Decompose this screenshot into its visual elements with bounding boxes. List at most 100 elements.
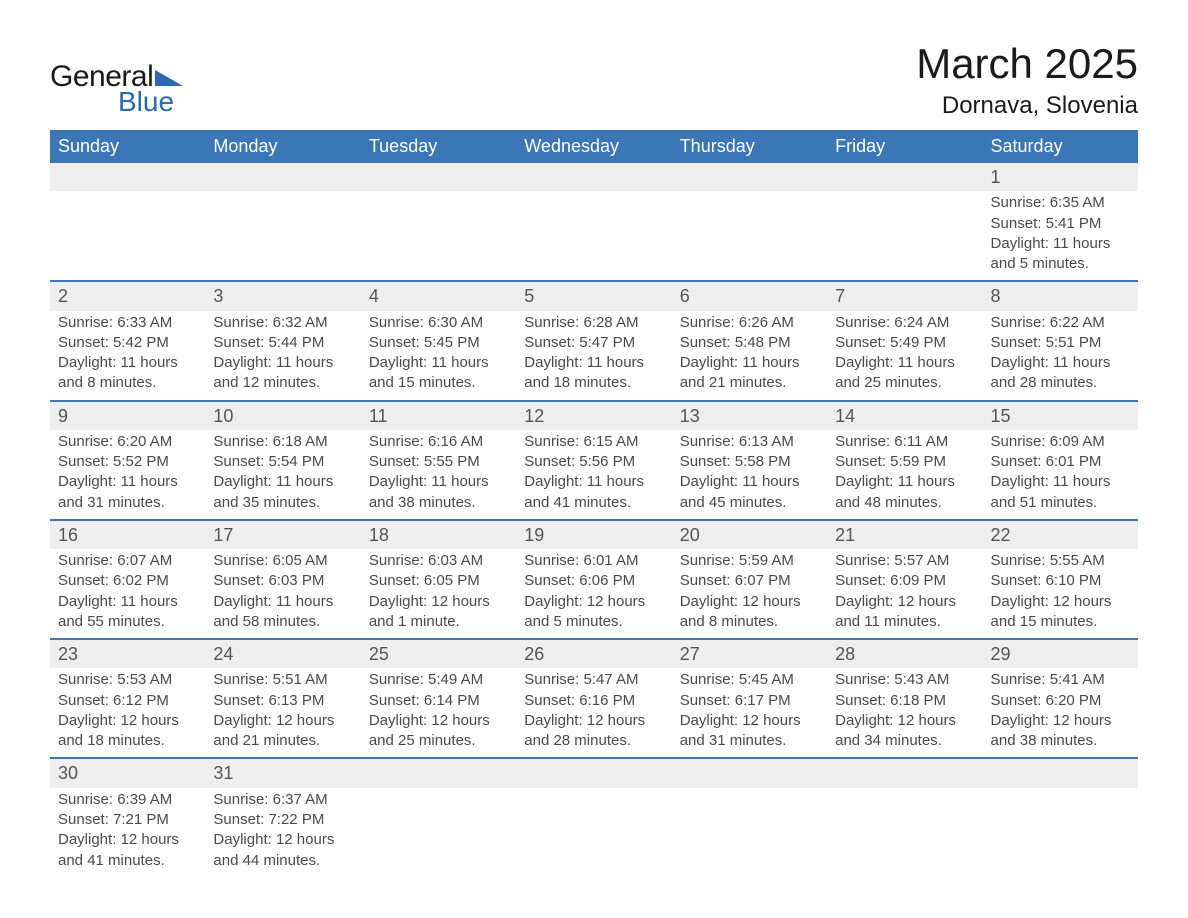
detail-row: Sunrise: 6:35 AMSunset: 5:41 PMDaylight:… — [50, 191, 1138, 281]
day-detail-cell: Sunrise: 6:24 AMSunset: 5:49 PMDaylight:… — [827, 311, 982, 401]
day-detail-cell: Sunrise: 6:33 AMSunset: 5:42 PMDaylight:… — [50, 311, 205, 401]
day-detail-cell — [361, 191, 516, 281]
daynum-row: 23242526272829 — [50, 639, 1138, 668]
day-number-cell — [516, 163, 671, 191]
day-detail-cell: Sunrise: 6:37 AMSunset: 7:22 PMDaylight:… — [205, 788, 360, 877]
day-detail-cell — [983, 788, 1138, 877]
day-detail-cell — [827, 788, 982, 877]
day-detail-cell — [516, 788, 671, 877]
daynum-row: 9101112131415 — [50, 401, 1138, 430]
day-detail-cell: Sunrise: 6:01 AMSunset: 6:06 PMDaylight:… — [516, 549, 671, 639]
day-number-cell — [361, 163, 516, 191]
day-number-cell: 20 — [672, 520, 827, 549]
day-number-cell: 27 — [672, 639, 827, 668]
day-detail-cell — [361, 788, 516, 877]
day-detail-cell: Sunrise: 6:28 AMSunset: 5:47 PMDaylight:… — [516, 311, 671, 401]
day-number-cell: 18 — [361, 520, 516, 549]
day-number-cell: 25 — [361, 639, 516, 668]
detail-row: Sunrise: 6:33 AMSunset: 5:42 PMDaylight:… — [50, 311, 1138, 401]
day-detail-cell: Sunrise: 6:16 AMSunset: 5:55 PMDaylight:… — [361, 430, 516, 520]
day-number-cell: 21 — [827, 520, 982, 549]
day-number-cell — [516, 758, 671, 787]
day-detail-cell: Sunrise: 5:59 AMSunset: 6:07 PMDaylight:… — [672, 549, 827, 639]
day-number-cell: 4 — [361, 281, 516, 310]
day-number-cell: 29 — [983, 639, 1138, 668]
day-detail-cell: Sunrise: 6:20 AMSunset: 5:52 PMDaylight:… — [50, 430, 205, 520]
day-number-cell — [50, 163, 205, 191]
day-detail-cell: Sunrise: 5:53 AMSunset: 6:12 PMDaylight:… — [50, 668, 205, 758]
title-block: March 2025 Dornava, Slovenia — [916, 40, 1138, 120]
day-detail-cell: Sunrise: 5:51 AMSunset: 6:13 PMDaylight:… — [205, 668, 360, 758]
day-detail-cell: Sunrise: 6:18 AMSunset: 5:54 PMDaylight:… — [205, 430, 360, 520]
day-number-cell: 14 — [827, 401, 982, 430]
daynum-row: 2345678 — [50, 281, 1138, 310]
day-detail-cell: Sunrise: 6:13 AMSunset: 5:58 PMDaylight:… — [672, 430, 827, 520]
logo-triangle-icon — [155, 70, 183, 86]
day-number-cell: 11 — [361, 401, 516, 430]
logo: General Blue — [50, 60, 183, 118]
day-number-cell: 31 — [205, 758, 360, 787]
day-detail-cell: Sunrise: 5:57 AMSunset: 6:09 PMDaylight:… — [827, 549, 982, 639]
day-detail-cell: Sunrise: 5:47 AMSunset: 6:16 PMDaylight:… — [516, 668, 671, 758]
day-detail-cell: Sunrise: 6:05 AMSunset: 6:03 PMDaylight:… — [205, 549, 360, 639]
day-detail-cell: Sunrise: 5:43 AMSunset: 6:18 PMDaylight:… — [827, 668, 982, 758]
calendar-body: 1Sunrise: 6:35 AMSunset: 5:41 PMDaylight… — [50, 163, 1138, 877]
day-detail-cell — [50, 191, 205, 281]
day-number-cell: 22 — [983, 520, 1138, 549]
daynum-row: 16171819202122 — [50, 520, 1138, 549]
weekday-header: Friday — [827, 130, 982, 163]
day-detail-cell: Sunrise: 5:55 AMSunset: 6:10 PMDaylight:… — [983, 549, 1138, 639]
weekday-header: Saturday — [983, 130, 1138, 163]
weekday-header: Monday — [205, 130, 360, 163]
daynum-row: 3031 — [50, 758, 1138, 787]
day-number-cell: 28 — [827, 639, 982, 668]
day-number-cell — [672, 758, 827, 787]
day-number-cell: 26 — [516, 639, 671, 668]
day-detail-cell: Sunrise: 6:07 AMSunset: 6:02 PMDaylight:… — [50, 549, 205, 639]
day-number-cell: 16 — [50, 520, 205, 549]
day-number-cell — [205, 163, 360, 191]
day-number-cell: 15 — [983, 401, 1138, 430]
day-detail-cell: Sunrise: 6:39 AMSunset: 7:21 PMDaylight:… — [50, 788, 205, 877]
day-number-cell: 6 — [672, 281, 827, 310]
day-detail-cell — [205, 191, 360, 281]
daynum-row: 1 — [50, 163, 1138, 191]
header: General Blue March 2025 Dornava, Sloveni… — [50, 40, 1138, 120]
day-number-cell: 12 — [516, 401, 671, 430]
weekday-header: Wednesday — [516, 130, 671, 163]
detail-row: Sunrise: 6:07 AMSunset: 6:02 PMDaylight:… — [50, 549, 1138, 639]
calendar-table: Sunday Monday Tuesday Wednesday Thursday… — [50, 130, 1138, 877]
detail-row: Sunrise: 6:20 AMSunset: 5:52 PMDaylight:… — [50, 430, 1138, 520]
day-detail-cell — [672, 191, 827, 281]
day-number-cell: 19 — [516, 520, 671, 549]
day-detail-cell: Sunrise: 6:09 AMSunset: 6:01 PMDaylight:… — [983, 430, 1138, 520]
day-number-cell — [827, 163, 982, 191]
day-number-cell: 30 — [50, 758, 205, 787]
day-detail-cell — [516, 191, 671, 281]
day-detail-cell: Sunrise: 6:35 AMSunset: 5:41 PMDaylight:… — [983, 191, 1138, 281]
day-number-cell: 9 — [50, 401, 205, 430]
weekday-header: Sunday — [50, 130, 205, 163]
day-detail-cell: Sunrise: 6:15 AMSunset: 5:56 PMDaylight:… — [516, 430, 671, 520]
day-number-cell: 24 — [205, 639, 360, 668]
day-detail-cell: Sunrise: 5:49 AMSunset: 6:14 PMDaylight:… — [361, 668, 516, 758]
day-number-cell: 7 — [827, 281, 982, 310]
day-detail-cell: Sunrise: 6:03 AMSunset: 6:05 PMDaylight:… — [361, 549, 516, 639]
page-subtitle: Dornava, Slovenia — [916, 92, 1138, 120]
day-detail-cell — [672, 788, 827, 877]
day-number-cell: 8 — [983, 281, 1138, 310]
day-detail-cell: Sunrise: 6:26 AMSunset: 5:48 PMDaylight:… — [672, 311, 827, 401]
day-detail-cell — [827, 191, 982, 281]
day-detail-cell: Sunrise: 6:22 AMSunset: 5:51 PMDaylight:… — [983, 311, 1138, 401]
day-number-cell: 3 — [205, 281, 360, 310]
day-number-cell: 2 — [50, 281, 205, 310]
day-detail-cell: Sunrise: 5:45 AMSunset: 6:17 PMDaylight:… — [672, 668, 827, 758]
day-detail-cell: Sunrise: 5:41 AMSunset: 6:20 PMDaylight:… — [983, 668, 1138, 758]
page-title: March 2025 — [916, 40, 1138, 88]
day-number-cell — [983, 758, 1138, 787]
day-number-cell — [827, 758, 982, 787]
day-number-cell — [672, 163, 827, 191]
day-detail-cell: Sunrise: 6:30 AMSunset: 5:45 PMDaylight:… — [361, 311, 516, 401]
detail-row: Sunrise: 6:39 AMSunset: 7:21 PMDaylight:… — [50, 788, 1138, 877]
day-number-cell: 10 — [205, 401, 360, 430]
